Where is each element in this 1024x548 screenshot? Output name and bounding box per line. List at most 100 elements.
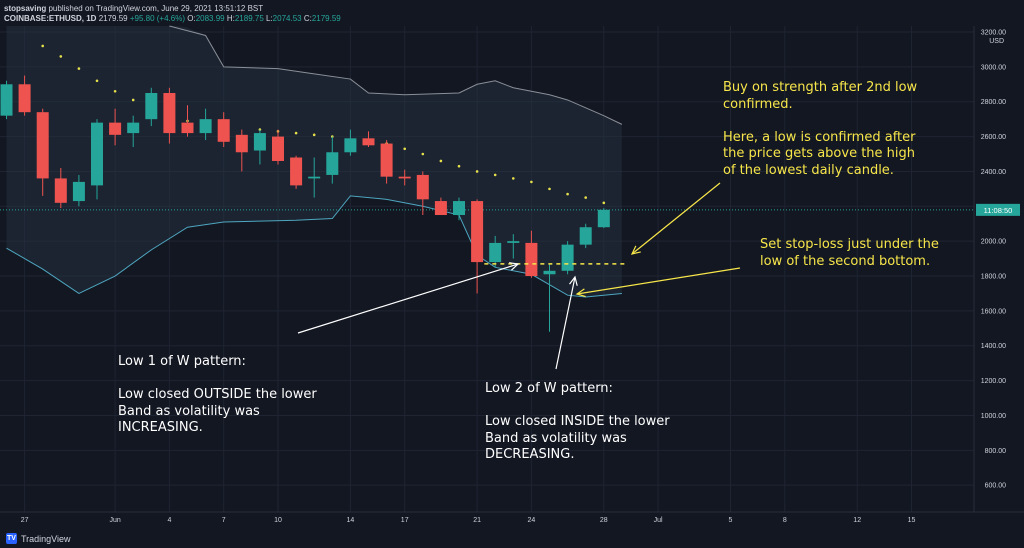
time-tick-label: 28 — [600, 517, 608, 524]
candle-body — [163, 93, 176, 134]
arrow-stop-shaft — [576, 267, 741, 295]
candle — [326, 136, 339, 184]
candle-body — [145, 93, 158, 120]
close-label: C: — [303, 14, 312, 23]
sar-dot — [512, 177, 515, 180]
candle — [235, 129, 248, 172]
arrow-low-1-head — [509, 262, 520, 271]
candle-body — [91, 122, 103, 186]
time-tick-label: 24 — [528, 517, 536, 524]
sar-dot — [131, 98, 135, 102]
candle — [199, 108, 212, 141]
high-label: H: — [226, 14, 235, 23]
time-tick-label: 12 — [853, 517, 861, 524]
arrow-stop — [575, 267, 741, 298]
candle — [362, 131, 375, 148]
arrow-low-1 — [297, 262, 520, 334]
annotation-low-2: Low 2 of W pattern: Low closed INSIDE th… — [485, 381, 670, 462]
candle — [344, 129, 357, 156]
candle — [489, 235, 502, 268]
candle — [127, 115, 140, 148]
sar-dot — [95, 79, 99, 83]
candle-body — [416, 174, 429, 200]
lower-bollinger-band — [6, 195, 622, 298]
tradingview-logo-icon: TV — [6, 533, 17, 544]
candle — [416, 171, 429, 216]
candle-body — [235, 134, 248, 153]
annotation-stop-loss: Set stop-loss just under the low of the … — [760, 237, 939, 269]
candle — [91, 119, 103, 200]
close-value: 2179.59 — [311, 14, 341, 23]
candle-body — [362, 138, 375, 146]
candle-body — [72, 181, 85, 202]
price-tick-label: 1600.00 — [981, 308, 1006, 315]
candle — [308, 157, 321, 198]
candle — [453, 197, 465, 221]
candle-body — [489, 242, 502, 263]
countdown-label: 11:08:50 — [984, 206, 1013, 215]
time-tick-label: 5 — [729, 517, 733, 524]
arrow-low-1-shaft — [297, 263, 519, 334]
chart-footer: TV TradingView — [0, 530, 1024, 548]
price-tick-label: 3000.00 — [981, 64, 1006, 71]
low-value: 2074.53 — [272, 14, 302, 23]
arrow-stop-head — [575, 288, 586, 298]
candle — [290, 155, 303, 189]
price-tick-label: 1400.00 — [981, 343, 1006, 350]
candle-body — [181, 122, 194, 134]
candle — [434, 197, 447, 216]
annotation-low-1: Low 1 of W pattern: Low closed OUTSIDE t… — [118, 354, 317, 435]
sar-dot — [566, 192, 569, 196]
candle-body — [453, 201, 465, 216]
candle — [380, 140, 393, 184]
price-tick-label: 2400.00 — [981, 169, 1006, 176]
candle-body — [290, 157, 303, 186]
candle — [163, 87, 176, 144]
candle — [597, 208, 610, 229]
grid — [0, 26, 974, 512]
tradingview-logo[interactable]: TV TradingView — [6, 533, 71, 544]
time-tick-label: 17 — [401, 517, 409, 524]
candle — [72, 174, 85, 207]
candle-body — [507, 241, 520, 243]
candle — [543, 263, 556, 332]
arrow-low-2 — [555, 275, 578, 370]
candle-body — [109, 122, 122, 135]
sar-dot — [548, 187, 551, 191]
price-tick-label: 1200.00 — [981, 378, 1006, 385]
candle-body — [597, 209, 610, 228]
open-label: O: — [187, 14, 196, 23]
candle-body — [199, 119, 212, 134]
author-name[interactable]: stopsaving — [4, 4, 47, 13]
candle — [471, 199, 484, 294]
candle-body — [217, 119, 230, 142]
candle-body — [54, 178, 67, 203]
time-tick-label: 10 — [274, 517, 282, 524]
time-tick-label: Jun — [109, 517, 120, 524]
low-label: L: — [266, 14, 273, 23]
sar-dot — [493, 173, 497, 177]
sar-dot — [294, 131, 298, 135]
price-tick-label: 2600.00 — [981, 134, 1006, 141]
currency-label: USD — [989, 38, 1004, 45]
time-tick-label: 27 — [21, 517, 29, 524]
candle — [0, 80, 13, 120]
sar-dot — [312, 133, 316, 137]
time-tick-label: 7 — [222, 517, 226, 524]
candle-body — [579, 227, 592, 245]
price-axis — [974, 26, 1024, 512]
price-chart[interactable]: 3200.003000.002800.002600.002400.002200.… — [0, 0, 1024, 530]
time-tick-label: 15 — [908, 517, 916, 524]
price-tick-label: 1800.00 — [981, 274, 1006, 281]
candle — [507, 234, 520, 259]
time-tick-label: Jul — [654, 517, 663, 524]
symbol-name[interactable]: COINBASE:ETHUSD, 1D — [4, 14, 97, 23]
candle-body — [471, 201, 484, 263]
candle — [525, 230, 538, 278]
sar-dot — [439, 159, 443, 163]
candle — [109, 108, 122, 146]
candle-body — [18, 84, 31, 113]
price-tick-label: 3200.00 — [981, 30, 1006, 37]
sar-dot — [403, 147, 407, 151]
price-tick-label: 2800.00 — [981, 99, 1006, 106]
